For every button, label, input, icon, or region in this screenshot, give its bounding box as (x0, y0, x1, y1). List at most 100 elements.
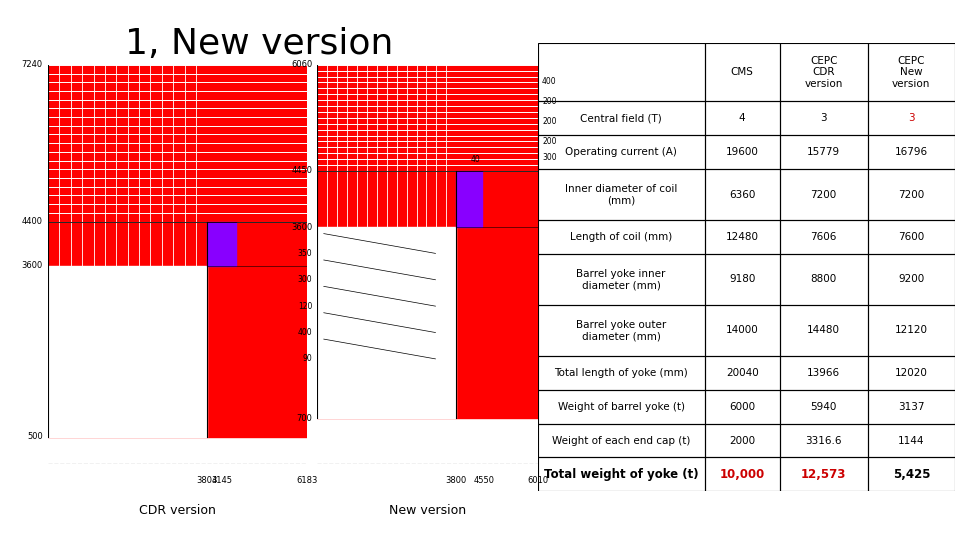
Text: 300: 300 (542, 153, 557, 163)
Text: 14480: 14480 (807, 325, 840, 335)
Text: 19600: 19600 (726, 147, 758, 157)
Text: 3137: 3137 (899, 402, 924, 411)
Bar (705, 102, 780, 136)
Bar (538, 132, 541, 150)
Text: CDR version: CDR version (139, 504, 216, 517)
Bar (456, 171, 482, 227)
Text: Length of coil (mm): Length of coil (mm) (570, 232, 672, 242)
Text: Weight of each end cap (t): Weight of each end cap (t) (552, 436, 690, 446)
Bar (868, 390, 955, 423)
Bar (780, 136, 868, 169)
Bar (868, 423, 955, 457)
Text: 3: 3 (908, 113, 915, 124)
Text: 200: 200 (542, 117, 557, 126)
Text: 3803: 3803 (197, 476, 218, 485)
Text: 700: 700 (297, 414, 312, 423)
Bar (780, 169, 868, 220)
Text: 9180: 9180 (729, 274, 756, 285)
Text: CEPC
CDR
version: CEPC CDR version (804, 56, 843, 89)
Bar (868, 254, 955, 305)
Bar (868, 43, 955, 102)
Bar (780, 423, 868, 457)
Text: 3316.6: 3316.6 (805, 436, 842, 446)
Text: 90: 90 (302, 354, 312, 363)
Text: Operating current (A): Operating current (A) (565, 147, 677, 157)
Text: 4: 4 (739, 113, 746, 124)
Text: 14000: 14000 (726, 325, 758, 335)
Text: 1144: 1144 (899, 436, 924, 446)
Bar (538, 93, 541, 111)
Text: Weight of barrel yoke (t): Weight of barrel yoke (t) (558, 402, 684, 411)
Text: 6060: 6060 (291, 60, 312, 69)
Bar (538, 43, 705, 102)
Text: 9200: 9200 (899, 274, 924, 285)
Text: 12480: 12480 (726, 232, 758, 242)
Bar (705, 305, 780, 356)
Bar (207, 221, 236, 266)
Text: 6010: 6010 (527, 476, 548, 485)
Text: 7200: 7200 (899, 190, 924, 200)
Text: 3: 3 (821, 113, 827, 124)
Text: 4145: 4145 (211, 476, 232, 485)
Bar (538, 457, 705, 491)
Text: 5,425: 5,425 (893, 468, 930, 481)
Text: 3800: 3800 (445, 476, 467, 485)
Text: 20040: 20040 (726, 368, 758, 377)
Bar (780, 356, 868, 390)
Text: Barrel yoke outer
diameter (mm): Barrel yoke outer diameter (mm) (576, 320, 666, 341)
Text: 13966: 13966 (807, 368, 840, 377)
Text: 400: 400 (542, 77, 557, 86)
Bar (868, 220, 955, 254)
Text: 120: 120 (298, 302, 312, 310)
Bar (780, 254, 868, 305)
Bar (538, 356, 705, 390)
Bar (705, 43, 780, 102)
Bar (705, 254, 780, 305)
Bar (538, 113, 541, 130)
Text: CMS: CMS (731, 68, 754, 77)
Bar (538, 73, 541, 91)
Bar (868, 305, 955, 356)
Bar (868, 102, 955, 136)
Bar (780, 305, 868, 356)
Text: New version: New version (389, 504, 466, 517)
Bar (705, 220, 780, 254)
Bar (868, 136, 955, 169)
Text: 3600: 3600 (21, 261, 43, 270)
Text: 200: 200 (542, 97, 557, 106)
Text: 6183: 6183 (297, 476, 318, 485)
Text: 6360: 6360 (729, 190, 756, 200)
Bar (868, 356, 955, 390)
Bar (780, 43, 868, 102)
Text: 7600: 7600 (899, 232, 924, 242)
Text: 40: 40 (471, 156, 481, 164)
Text: 7200: 7200 (810, 190, 837, 200)
Bar (538, 423, 705, 457)
Bar (705, 390, 780, 423)
Bar (538, 136, 705, 169)
Text: 10,000: 10,000 (720, 468, 765, 481)
Text: 300: 300 (298, 275, 312, 284)
Bar (705, 423, 780, 457)
Bar (48, 266, 207, 437)
Text: 3600: 3600 (291, 222, 312, 232)
Text: 4550: 4550 (473, 476, 494, 485)
Bar (780, 390, 868, 423)
Bar (868, 457, 955, 491)
Bar (317, 227, 456, 418)
Text: 4400: 4400 (22, 217, 43, 226)
Bar (780, 220, 868, 254)
Text: 500: 500 (27, 433, 43, 441)
Text: 12120: 12120 (895, 325, 928, 335)
Text: Inner diameter of coil
(mm): Inner diameter of coil (mm) (564, 184, 678, 206)
Text: 400: 400 (298, 328, 312, 337)
Text: Total weight of yoke (t): Total weight of yoke (t) (543, 468, 699, 481)
Text: 12020: 12020 (895, 368, 927, 377)
Text: 1, New version: 1, New version (125, 27, 394, 61)
Text: 200: 200 (542, 137, 557, 146)
Bar (317, 65, 538, 418)
Text: 7240: 7240 (22, 60, 43, 69)
Bar (538, 169, 705, 220)
Text: 2000: 2000 (730, 436, 756, 446)
Bar (538, 254, 705, 305)
